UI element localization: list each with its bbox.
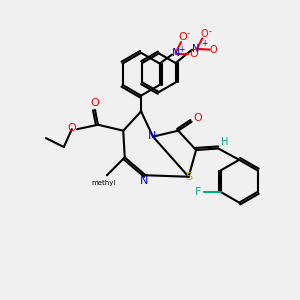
Text: methyl: methyl — [92, 180, 116, 186]
Text: N: N — [140, 176, 148, 186]
Text: N: N — [148, 131, 157, 141]
Text: +: + — [178, 45, 185, 54]
Text: S: S — [186, 172, 193, 182]
Text: +: + — [201, 39, 208, 48]
Text: O: O — [201, 29, 208, 39]
Text: -: - — [187, 29, 190, 38]
Text: O: O — [194, 113, 203, 123]
Text: N: N — [192, 44, 200, 54]
Text: -: - — [208, 27, 211, 36]
Text: O: O — [90, 98, 99, 108]
Text: N: N — [172, 48, 180, 58]
Text: O: O — [68, 123, 76, 133]
Text: H: H — [221, 137, 229, 147]
Text: O: O — [210, 45, 217, 55]
Text: O: O — [178, 32, 187, 42]
Text: F: F — [195, 187, 202, 197]
Text: O: O — [189, 49, 198, 59]
